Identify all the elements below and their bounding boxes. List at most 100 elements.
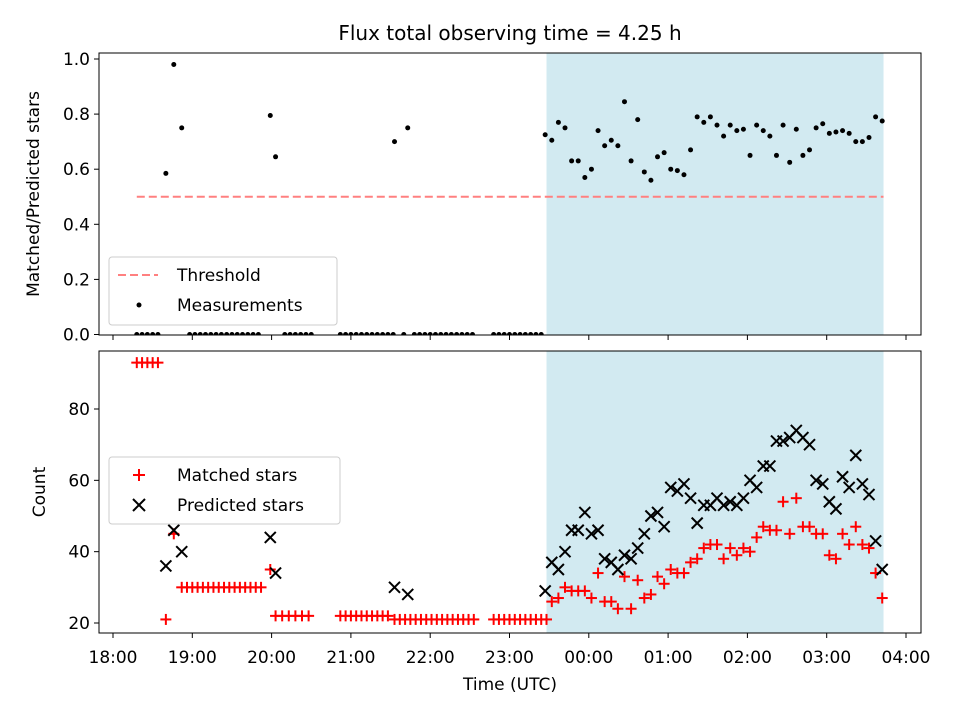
measurement-point [780,122,786,128]
predicted-star-marker [657,520,671,533]
measurement-point [501,332,507,335]
measurement-point [793,126,799,132]
measurement-point [448,332,454,335]
measurement-point [754,122,760,128]
x-tick-label: 04:00 [882,648,931,668]
predicted-star-marker [401,588,414,601]
measurement-point [721,133,727,139]
measurement-point [549,137,555,143]
measurement-point [840,128,846,134]
predicted-star-marker [572,524,585,537]
measurement-point [760,128,766,134]
measurement-point [853,139,859,145]
measurement-point [714,122,720,128]
measurement-point [635,117,641,123]
measurement-point [213,332,219,335]
bottom-y-ticks: 20 40 60 80 [68,400,99,634]
matched-star-marker [632,574,644,586]
predicted-star-marker [690,516,704,530]
legend-predicted-label: Predicted stars [177,496,304,516]
predicted-star-marker [585,527,598,541]
measurement-point [150,332,156,335]
matched-star-marker [255,581,267,593]
bottom-axes: 20 40 60 80 18:00 19:00 20:00 21:00 22:00 23:00 0… [30,350,931,695]
predicted-star-marker [618,549,631,562]
matched-star-marker [856,539,868,551]
measurement-point [343,332,349,335]
matched-star-marker [579,585,591,597]
predicted-star-marker [750,481,763,494]
chart-title: Flux total observing time = 4.25 h [338,21,681,45]
measurement-point [358,332,364,335]
matched-star-marker [468,613,480,625]
top-y-tick-label: 0.4 [63,215,90,235]
predicted-star-marker [269,566,282,580]
top-y-tick-label: 0.0 [63,326,90,346]
measurement-point [621,99,627,105]
predicted-star-marker [763,459,777,473]
measurement-point [727,122,733,128]
measurement-point [469,332,475,335]
matched-star-marker [638,592,650,604]
measurement-point [427,332,433,335]
predicted-star-marker [159,559,173,573]
measurement-point [533,332,539,335]
measurement-point [203,332,209,335]
matched-star-marker [625,603,637,615]
predicted-star-marker [856,477,869,491]
measurement-point [496,332,502,335]
measurement-point [826,130,832,136]
matched-star-marker [777,496,789,508]
predicted-star-marker [849,449,862,462]
matched-star-marker [678,567,690,579]
measurement-point [303,332,309,335]
measurement-point [348,332,354,335]
measurement-point [282,332,288,335]
matched-star-marker [685,556,697,568]
measurement-point [298,332,304,335]
measurement-point [512,332,518,335]
measurement-point [588,166,594,172]
predicted-star-marker [664,481,677,494]
measurement-point [234,332,240,335]
bottom-y-tick-label: 20 [68,614,90,634]
measurement-point [287,332,293,335]
matched-star-marker [823,549,835,561]
predicted-star-marker [836,470,849,483]
predicted-star-marker [631,541,644,555]
bottom-plot-marks [131,357,889,625]
matched-star-marker [541,613,553,625]
measurement-point [392,139,398,145]
matched-star-marker [152,357,164,369]
legend-measurements-label: Measurements [177,296,303,316]
x-tick-label: 21:00 [326,648,375,668]
measurement-point [734,128,740,134]
measurement-point [240,332,246,335]
measurement-point [179,125,185,131]
measurement-point [163,170,169,176]
measurement-point [608,137,614,143]
x-tick-label: 01:00 [644,648,693,668]
measurement-point [218,332,224,335]
legend-matched-label: Matched stars [177,466,297,486]
measurement-point [707,114,713,120]
predicted-star-marker [809,474,823,487]
measurement-point [417,332,423,335]
measurement-point [674,168,680,174]
measurement-point [542,132,548,138]
top-y-axis-label: Matched/Predicted stars [24,91,44,297]
matched-star-marker [863,542,875,554]
measurement-point [245,332,251,335]
x-tick-label: 00:00 [564,648,613,668]
predicted-star-marker [737,491,750,505]
predicted-star-marker [175,545,188,558]
bottom-y-tick-label: 80 [68,400,90,420]
measurement-point [390,332,396,335]
measurement-point [866,135,872,141]
matched-star-marker [546,596,558,608]
top-axes-frame [98,52,922,336]
measurement-point [134,332,140,335]
measurement-point [464,332,470,335]
matched-star-marker [757,521,769,533]
